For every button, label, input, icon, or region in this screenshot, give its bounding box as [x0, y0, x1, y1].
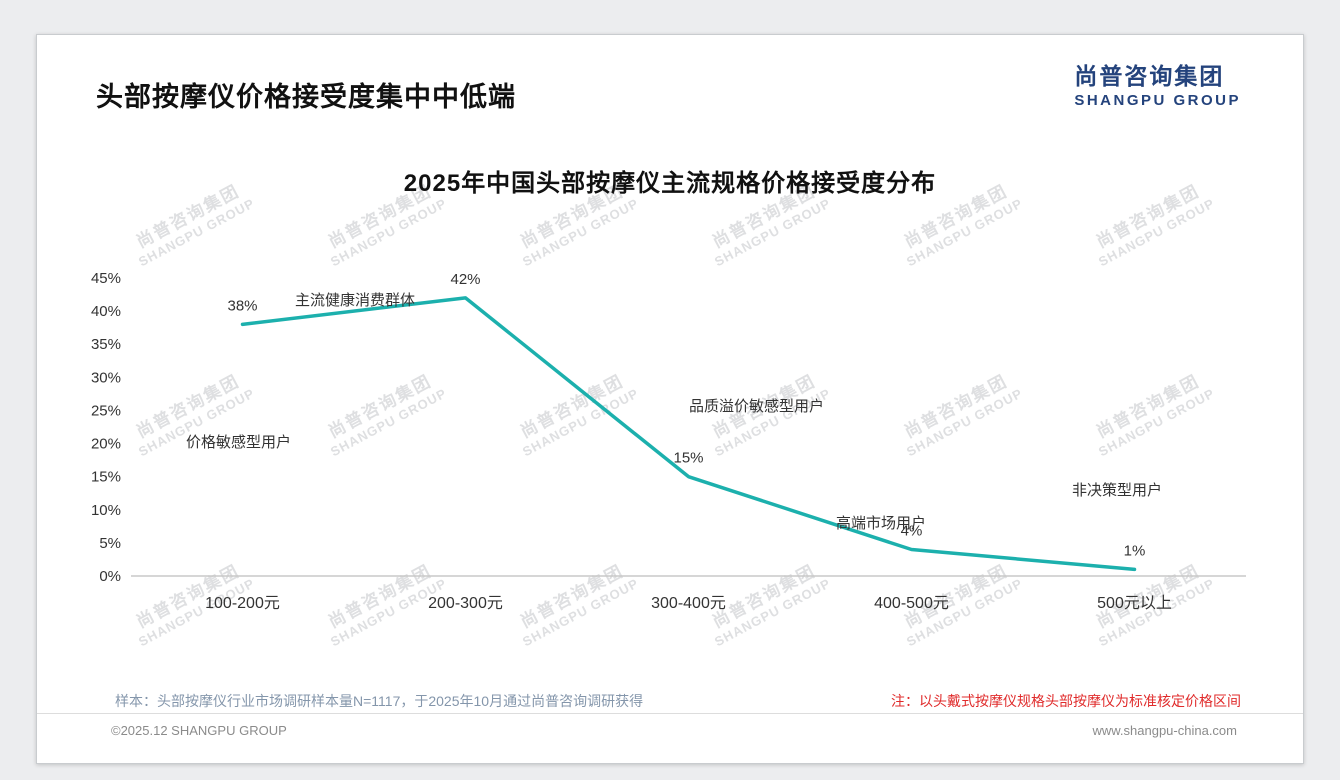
- y-tick-label: 45%: [91, 270, 121, 287]
- annotation-label: 主流健康消费群体: [295, 292, 415, 309]
- chart-title: 2025年中国头部按摩仪主流规格价格接受度分布: [403, 170, 937, 197]
- x-axis-label: 400-500元: [874, 595, 949, 612]
- y-tick-label: 40%: [91, 303, 121, 320]
- y-tick-label: 20%: [91, 436, 121, 453]
- annotation-label: 价格敏感型用户: [186, 434, 291, 451]
- data-point-label: 1%: [1124, 542, 1146, 559]
- logo-en-text: SHANGPU GROUP: [1074, 92, 1241, 109]
- x-axis-label: 100-200元: [205, 595, 280, 612]
- website-text: www.shangpu-china.com: [1092, 723, 1237, 738]
- data-point-label: 42%: [450, 271, 480, 288]
- x-axis-label: 200-300元: [428, 595, 503, 612]
- slide-card: 尚普咨询集团 SHANGPU GROUP 尚普咨询集团 SHANGPU GROUP 尚普…: [36, 34, 1304, 764]
- footer: ©2025.12 SHANGPU GROUP www.shangpu-china…: [111, 723, 1237, 738]
- data-point-label: 4%: [901, 523, 923, 540]
- data-point-label: 15%: [673, 450, 703, 467]
- y-tick-label: 10%: [91, 502, 121, 519]
- logo: 尚普咨询集团 SHANGPU GROUP: [1074, 57, 1241, 109]
- annotation-label: 非决策型用户: [1072, 482, 1162, 499]
- sample-note: 样本：头部按摩仪行业市场调研样本量N=1117，于2025年10月通过尚普咨询调…: [115, 693, 644, 709]
- annotation-label: 高端市场用户: [836, 515, 926, 532]
- price-range-note: 注：以头戴式按摩仪规格头部按摩仪为标准核定价格区间: [891, 693, 1241, 709]
- page-title: 头部按摩仪价格接受度集中中低端: [96, 82, 516, 112]
- y-tick-label: 30%: [91, 369, 121, 386]
- y-tick-label: 5%: [99, 535, 121, 552]
- y-tick-label: 35%: [91, 336, 121, 353]
- y-tick-label: 15%: [91, 469, 121, 486]
- copyright-text: ©2025.12 SHANGPU GROUP: [111, 723, 287, 738]
- trend-line: [240, 296, 1137, 572]
- annotation-label: 品质溢价敏感型用户: [689, 398, 824, 415]
- line-chart: 0% 5% 10% 15% 20% 25% 30% 35% 40% 45% 38% 42% 15% 4% 1…: [91, 270, 1246, 612]
- data-point-label: 38%: [227, 297, 257, 314]
- logo-cn-text: 尚普咨询集团: [1074, 63, 1225, 89]
- y-tick-label: 0%: [99, 568, 121, 585]
- footer-divider: [37, 713, 1303, 714]
- x-axis-label: 300-400元: [651, 595, 726, 612]
- y-tick-label: 25%: [91, 402, 121, 419]
- x-axis-label: 500元以上: [1097, 594, 1172, 612]
